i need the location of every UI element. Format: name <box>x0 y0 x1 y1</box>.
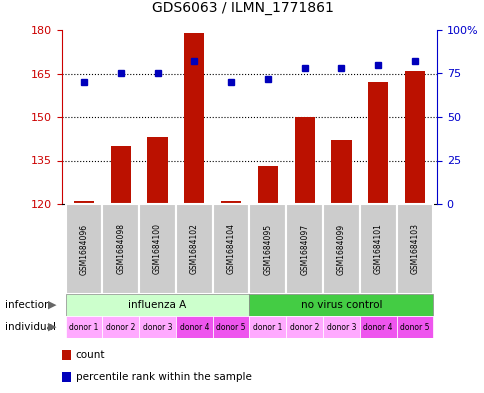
Bar <box>184 33 204 204</box>
Text: donor 4: donor 4 <box>363 323 392 332</box>
Bar <box>65 316 102 338</box>
Text: GDS6063 / ILMN_1771861: GDS6063 / ILMN_1771861 <box>151 1 333 15</box>
Bar <box>212 316 249 338</box>
Text: individual: individual <box>5 322 56 332</box>
Bar <box>396 204 432 294</box>
Bar <box>249 294 432 316</box>
Text: GSM1684104: GSM1684104 <box>226 224 235 274</box>
Bar <box>139 316 176 338</box>
Text: donor 1: donor 1 <box>69 323 99 332</box>
Text: donor 4: donor 4 <box>179 323 209 332</box>
Bar <box>404 71 424 204</box>
Bar <box>74 201 94 204</box>
Bar <box>294 117 314 204</box>
Bar <box>176 204 212 294</box>
Text: GSM1684102: GSM1684102 <box>189 224 198 274</box>
Text: donor 3: donor 3 <box>143 323 172 332</box>
Bar <box>249 316 286 338</box>
Bar <box>147 137 167 204</box>
Bar <box>102 316 139 338</box>
Bar <box>367 82 388 204</box>
Text: infection: infection <box>5 300 50 310</box>
Bar <box>322 204 359 294</box>
Bar <box>212 204 249 294</box>
Bar <box>322 316 359 338</box>
Bar <box>286 204 322 294</box>
Text: ▶: ▶ <box>48 300 57 310</box>
Bar <box>102 204 139 294</box>
Bar <box>359 204 396 294</box>
Text: donor 2: donor 2 <box>289 323 318 332</box>
Text: GSM1684100: GSM1684100 <box>153 224 162 274</box>
Bar <box>139 204 176 294</box>
Text: GSM1684098: GSM1684098 <box>116 224 125 274</box>
Bar <box>396 316 432 338</box>
Text: GSM1684101: GSM1684101 <box>373 224 382 274</box>
Text: GSM1684097: GSM1684097 <box>300 224 308 275</box>
Text: count: count <box>76 350 105 360</box>
Text: GSM1684096: GSM1684096 <box>79 224 89 275</box>
Text: donor 5: donor 5 <box>216 323 245 332</box>
Bar <box>65 294 249 316</box>
Bar <box>176 316 212 338</box>
Text: ▶: ▶ <box>48 322 57 332</box>
Text: GSM1684095: GSM1684095 <box>263 224 272 275</box>
Text: donor 3: donor 3 <box>326 323 355 332</box>
Bar <box>257 166 277 204</box>
Bar <box>359 316 396 338</box>
Bar <box>110 146 131 204</box>
Text: GSM1684103: GSM1684103 <box>409 224 419 274</box>
Bar <box>65 204 102 294</box>
Bar <box>286 316 322 338</box>
Bar <box>221 201 241 204</box>
Text: influenza A: influenza A <box>128 300 186 310</box>
Bar <box>331 140 351 204</box>
Text: GSM1684099: GSM1684099 <box>336 224 345 275</box>
Bar <box>249 204 286 294</box>
Text: donor 1: donor 1 <box>253 323 282 332</box>
Text: percentile rank within the sample: percentile rank within the sample <box>76 372 251 382</box>
Text: donor 2: donor 2 <box>106 323 135 332</box>
Text: no virus control: no virus control <box>300 300 381 310</box>
Text: donor 5: donor 5 <box>399 323 429 332</box>
